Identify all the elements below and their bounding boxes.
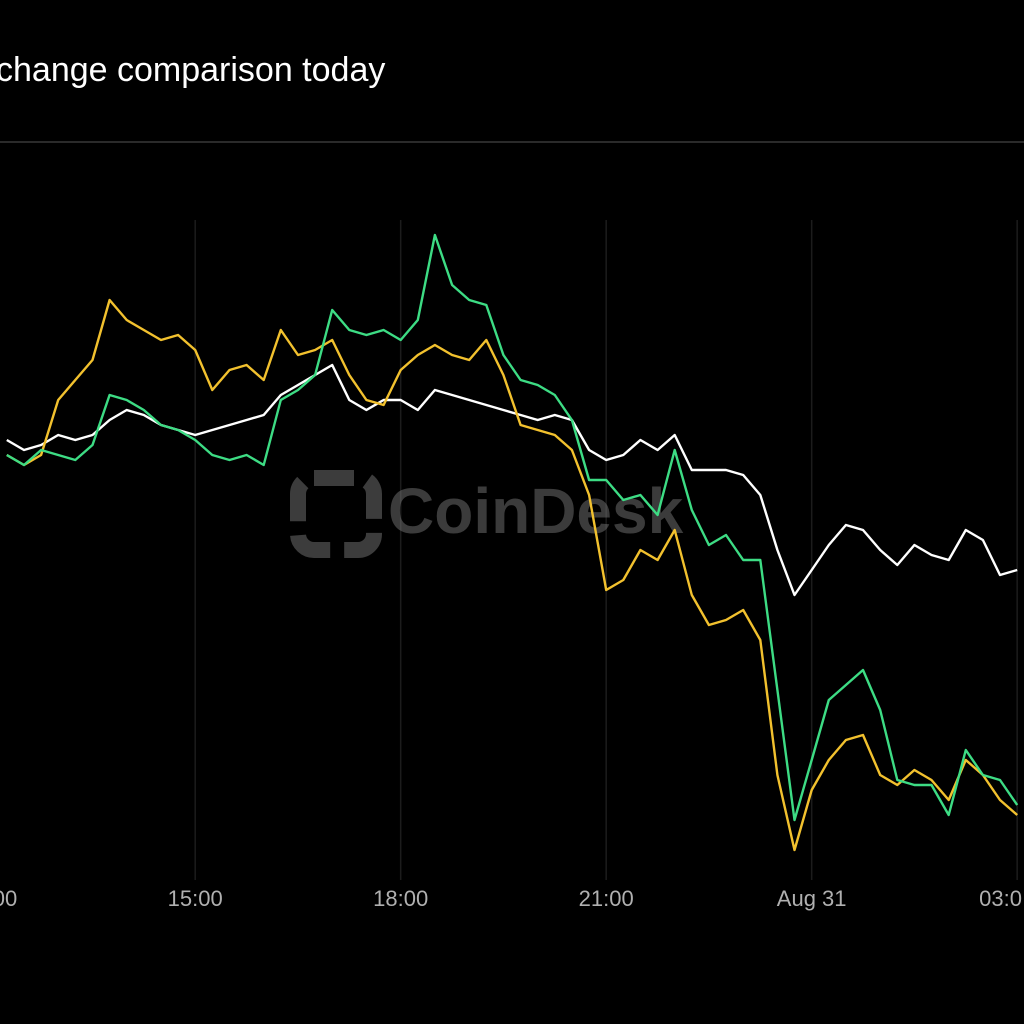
grid [194,220,1018,880]
x-tick-label: 03:0 [979,886,1022,911]
watermark: CoinDesk [290,470,684,558]
chart-title: change comparison today [0,51,385,89]
x-tick-label: Aug 31 [777,886,847,911]
x-axis: 12:00 15:00 18:00 21:00 Aug 31 03:0 [0,886,1022,911]
series-line [6,233,1019,822]
x-tick-label: 18:00 [373,886,428,911]
x-tick-label: 15:00 [168,886,223,911]
lines [6,233,1019,852]
watermark-logo [290,470,382,558]
x-tick-label: 21:00 [579,886,634,911]
series-line [6,298,1018,852]
x-tick-label: 12:00 [0,886,17,911]
watermark-text: CoinDesk [388,475,684,547]
